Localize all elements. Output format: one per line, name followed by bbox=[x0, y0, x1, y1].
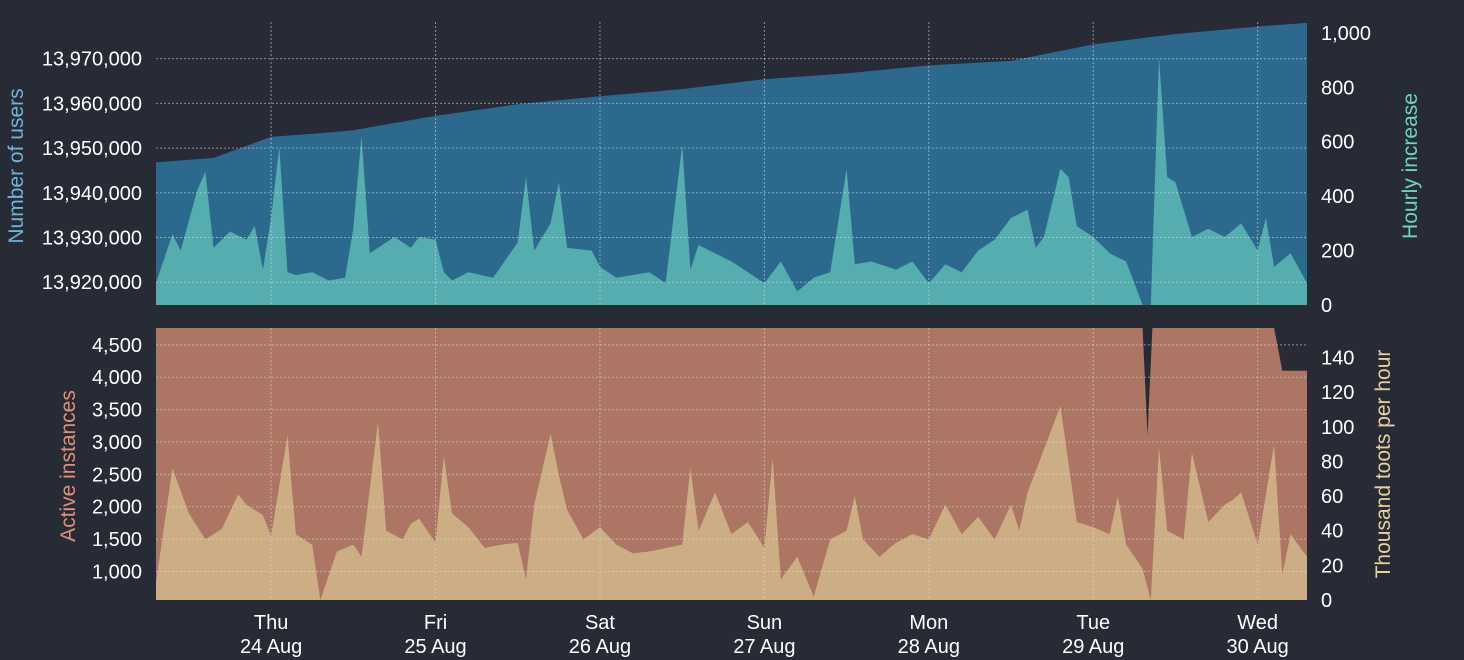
x-tick-date: 27 Aug bbox=[733, 636, 795, 658]
x-tick-date: 30 Aug bbox=[1227, 636, 1289, 658]
x-tick-day: Mon bbox=[909, 612, 948, 634]
instances-axis-title: Active instances bbox=[57, 390, 80, 542]
x-tick-day: Thu bbox=[254, 612, 288, 634]
left-tick-label: 2,000 bbox=[92, 497, 142, 519]
left-tick-label: 2,500 bbox=[92, 464, 142, 486]
x-tick-date: 28 Aug bbox=[898, 636, 960, 658]
right-tick-label: 40 bbox=[1321, 521, 1343, 543]
users-panel: 13,920,000 13,930,000 13,940,000 13,950,000… bbox=[5, 22, 1422, 317]
left-tick-label: 13,950,000 bbox=[42, 138, 142, 160]
left-tick-label: 13,940,000 bbox=[42, 183, 142, 205]
x-tick-date: 26 Aug bbox=[569, 636, 631, 658]
users-axis-ticks: 13,920,000 13,930,000 13,940,000 13,950,000… bbox=[42, 49, 142, 295]
right-tick-label: 60 bbox=[1321, 486, 1343, 508]
right-tick-label: 600 bbox=[1321, 132, 1354, 154]
left-tick-label: 13,960,000 bbox=[42, 93, 142, 115]
x-tick-day: Sat bbox=[585, 612, 615, 634]
right-tick-label: 100 bbox=[1321, 417, 1354, 439]
x-tick-date: 25 Aug bbox=[404, 636, 466, 658]
users-axis-title: Number of users bbox=[5, 88, 28, 243]
left-tick-label: 1,000 bbox=[92, 562, 142, 584]
x-tick-day: Sun bbox=[747, 612, 783, 634]
instances-axis-ticks: 1,000 1,500 2,000 2,500 3,000 3,500 4,000 4,500 bbox=[92, 335, 142, 584]
toots-axis-title: Thousand toots per hour bbox=[1372, 350, 1395, 579]
hourly-axis-title: Hourly increase bbox=[1399, 93, 1422, 239]
x-tick-day: Tue bbox=[1076, 612, 1110, 634]
x-tick-date: 29 Aug bbox=[1062, 636, 1124, 658]
toots-axis-ticks: 0 20 40 60 80 100 120 140 bbox=[1321, 347, 1354, 612]
x-tick-day: Fri bbox=[424, 612, 447, 634]
toots-area bbox=[156, 406, 1307, 600]
users-panel-grid bbox=[156, 22, 1307, 305]
right-tick-label: 80 bbox=[1321, 451, 1343, 473]
left-tick-label: 13,930,000 bbox=[42, 227, 142, 249]
right-tick-label: 120 bbox=[1321, 382, 1354, 404]
right-tick-label: 400 bbox=[1321, 186, 1354, 208]
right-tick-label: 200 bbox=[1321, 241, 1354, 263]
right-tick-label: 0 bbox=[1321, 295, 1332, 317]
left-tick-label: 13,970,000 bbox=[42, 49, 142, 71]
instances-panel-grid bbox=[156, 328, 1307, 600]
left-tick-label: 13,920,000 bbox=[42, 272, 142, 294]
hourly-axis-ticks: 0 200 400 600 800 1,000 bbox=[1321, 23, 1371, 317]
right-tick-label: 140 bbox=[1321, 347, 1354, 369]
instances-panel: 1,000 1,500 2,000 2,500 3,000 3,500 4,000 4,500… bbox=[57, 328, 1395, 612]
right-tick-label: 1,000 bbox=[1321, 23, 1371, 45]
right-tick-label: 20 bbox=[1321, 555, 1343, 577]
right-tick-label: 800 bbox=[1321, 77, 1354, 99]
left-tick-label: 4,500 bbox=[92, 335, 142, 357]
x-tick-day: Wed bbox=[1237, 612, 1278, 634]
left-tick-label: 4,000 bbox=[92, 367, 142, 389]
left-tick-label: 3,500 bbox=[92, 400, 142, 422]
x-tick-date: 24 Aug bbox=[240, 636, 302, 658]
right-tick-label: 0 bbox=[1321, 590, 1332, 612]
hourly-increase-area bbox=[156, 57, 1307, 306]
left-tick-label: 1,500 bbox=[92, 529, 142, 551]
left-tick-label: 3,000 bbox=[92, 432, 142, 454]
